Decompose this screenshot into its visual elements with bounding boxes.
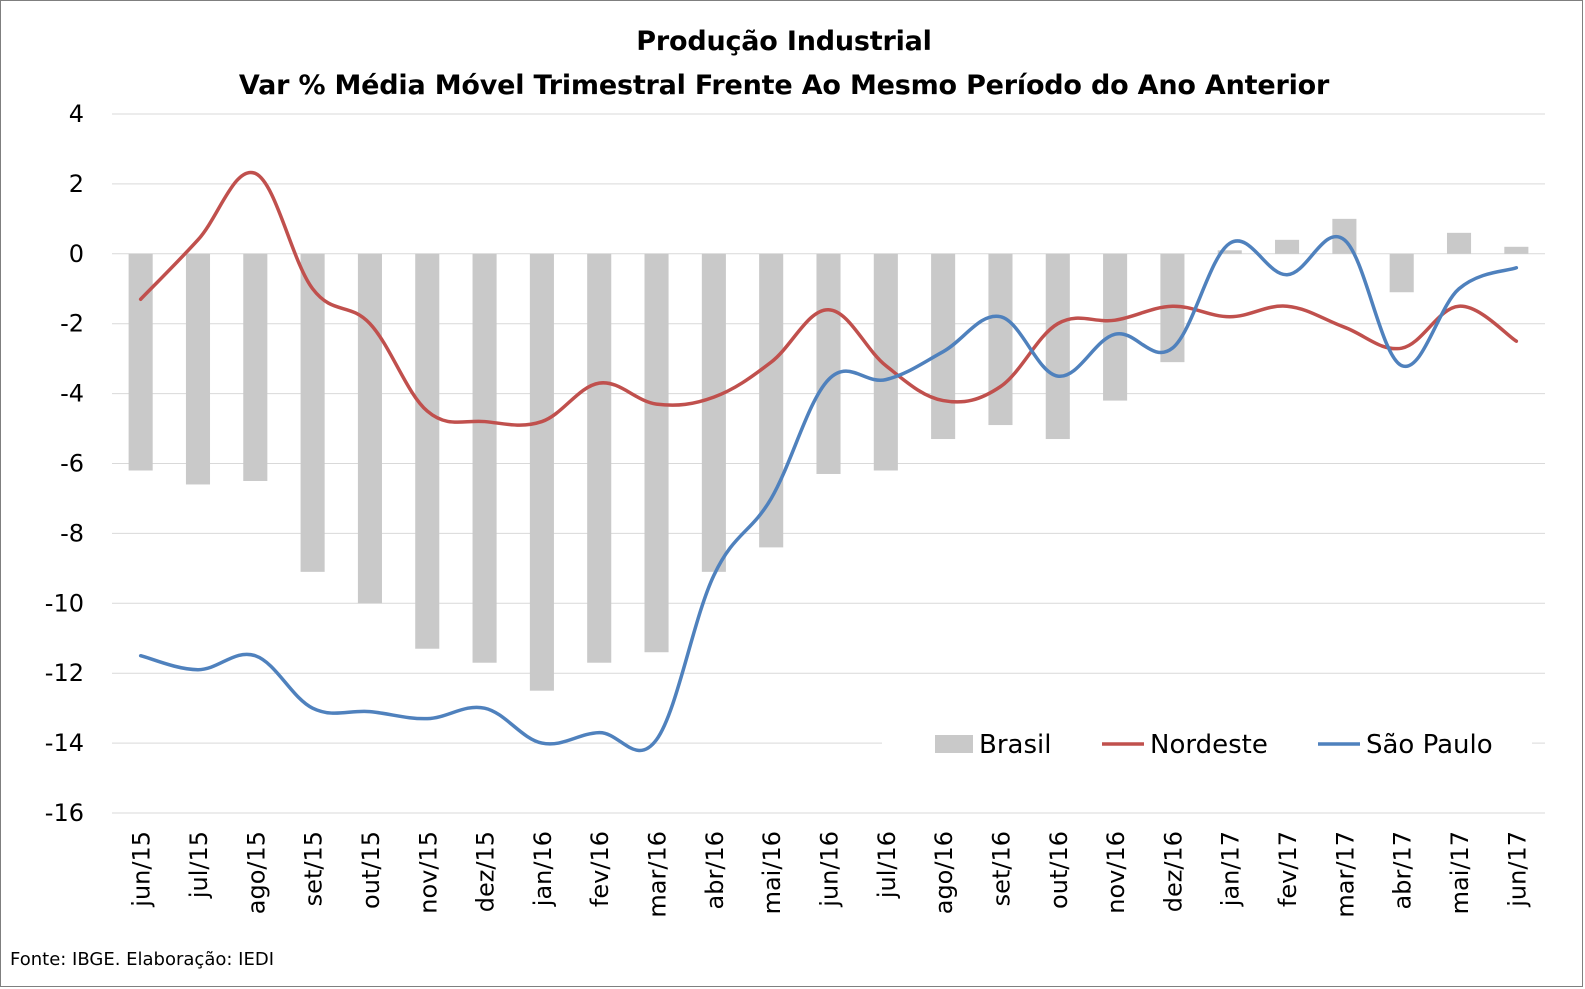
bar xyxy=(759,253,784,548)
bar xyxy=(1103,253,1128,401)
x-tick-label: nov/16 xyxy=(1102,831,1130,914)
x-tick-label: jan/17 xyxy=(1217,831,1245,907)
x-tick-label: jun/16 xyxy=(816,831,844,908)
x-tick-label: set/15 xyxy=(300,831,328,906)
bar xyxy=(243,253,268,481)
y-tick-label: -4 xyxy=(60,380,84,408)
chart-subtitle: Var % Média Móvel Trimestral Frente Ao M… xyxy=(238,70,1330,101)
bar xyxy=(988,253,1013,426)
x-tick-label: jan/16 xyxy=(529,831,557,907)
legend-label-brasil: Brasil xyxy=(979,730,1051,760)
x-tick-label: ago/15 xyxy=(242,831,270,914)
legend: Brasil Nordeste São Paulo xyxy=(882,720,1532,768)
y-tick-label: -12 xyxy=(45,659,84,687)
x-tick-label: jun/15 xyxy=(128,831,156,908)
legend-background xyxy=(882,720,1532,768)
y-tick-label: 2 xyxy=(69,170,84,198)
x-tick-label: mar/17 xyxy=(1331,831,1359,918)
x-tick-label: mai/16 xyxy=(758,831,786,914)
y-tick-label: -2 xyxy=(60,310,84,338)
bar xyxy=(701,253,726,572)
y-tick-label: -16 xyxy=(45,799,84,827)
bar xyxy=(300,253,325,572)
x-tick-label: jun/17 xyxy=(1503,831,1531,908)
chart-title: Produção Industrial xyxy=(636,26,932,57)
line-nordeste xyxy=(138,170,1519,427)
bar xyxy=(1389,253,1414,293)
x-tick-label: fev/17 xyxy=(1274,831,1302,907)
bar xyxy=(1045,253,1070,440)
bar xyxy=(587,253,612,663)
x-tick-label: dez/16 xyxy=(1159,831,1187,912)
bar xyxy=(529,253,554,691)
source-note: Fonte: IBGE. Elaboração: IEDI xyxy=(10,949,275,970)
bar xyxy=(873,253,898,471)
x-tick-label: ago/16 xyxy=(930,831,958,914)
legend-label-nordeste: Nordeste xyxy=(1150,730,1268,760)
line-s-o-paulo xyxy=(138,235,1519,753)
x-tick-label: abr/17 xyxy=(1389,831,1417,909)
bar xyxy=(1446,232,1472,254)
y-tick-label: -8 xyxy=(60,519,84,547)
y-tick-label: -6 xyxy=(60,450,84,478)
y-tick-label: 0 xyxy=(69,240,84,268)
bar xyxy=(1275,239,1300,254)
bars-brasil xyxy=(128,218,1529,691)
bar xyxy=(415,253,440,649)
x-tick-label: dez/15 xyxy=(472,831,500,912)
legend-swatch-brasil xyxy=(935,735,973,753)
bar xyxy=(128,253,153,471)
x-tick-label: out/16 xyxy=(1045,831,1073,909)
x-tick-label: abr/16 xyxy=(701,831,729,909)
bar xyxy=(816,253,841,474)
bar xyxy=(185,253,211,485)
x-tick-label: mar/16 xyxy=(644,831,672,918)
y-tick-label: 4 xyxy=(69,100,84,128)
x-tick-label: jul/16 xyxy=(873,831,901,899)
bar xyxy=(644,253,669,653)
bar xyxy=(1217,250,1242,254)
x-tick-label: fev/16 xyxy=(586,831,614,907)
series-lines xyxy=(138,170,1519,753)
bar xyxy=(1504,246,1529,254)
bar xyxy=(472,253,497,663)
x-tick-label: jul/15 xyxy=(185,831,213,899)
x-tick-label: mai/17 xyxy=(1446,831,1474,914)
x-tick-label: set/16 xyxy=(987,831,1015,906)
y-tick-label: -14 xyxy=(45,729,84,757)
x-tick-label: out/15 xyxy=(357,831,385,909)
x-tick-label: nov/15 xyxy=(414,831,442,914)
axes: 4 2 0 -2 -4 -6 -8 -10 -12 -14 -16 jun/15 jul/15 ago/1… xyxy=(45,100,1545,918)
legend-label-s-o-paulo: São Paulo xyxy=(1366,730,1493,760)
bar xyxy=(357,253,382,604)
y-tick-label: -10 xyxy=(45,589,84,617)
